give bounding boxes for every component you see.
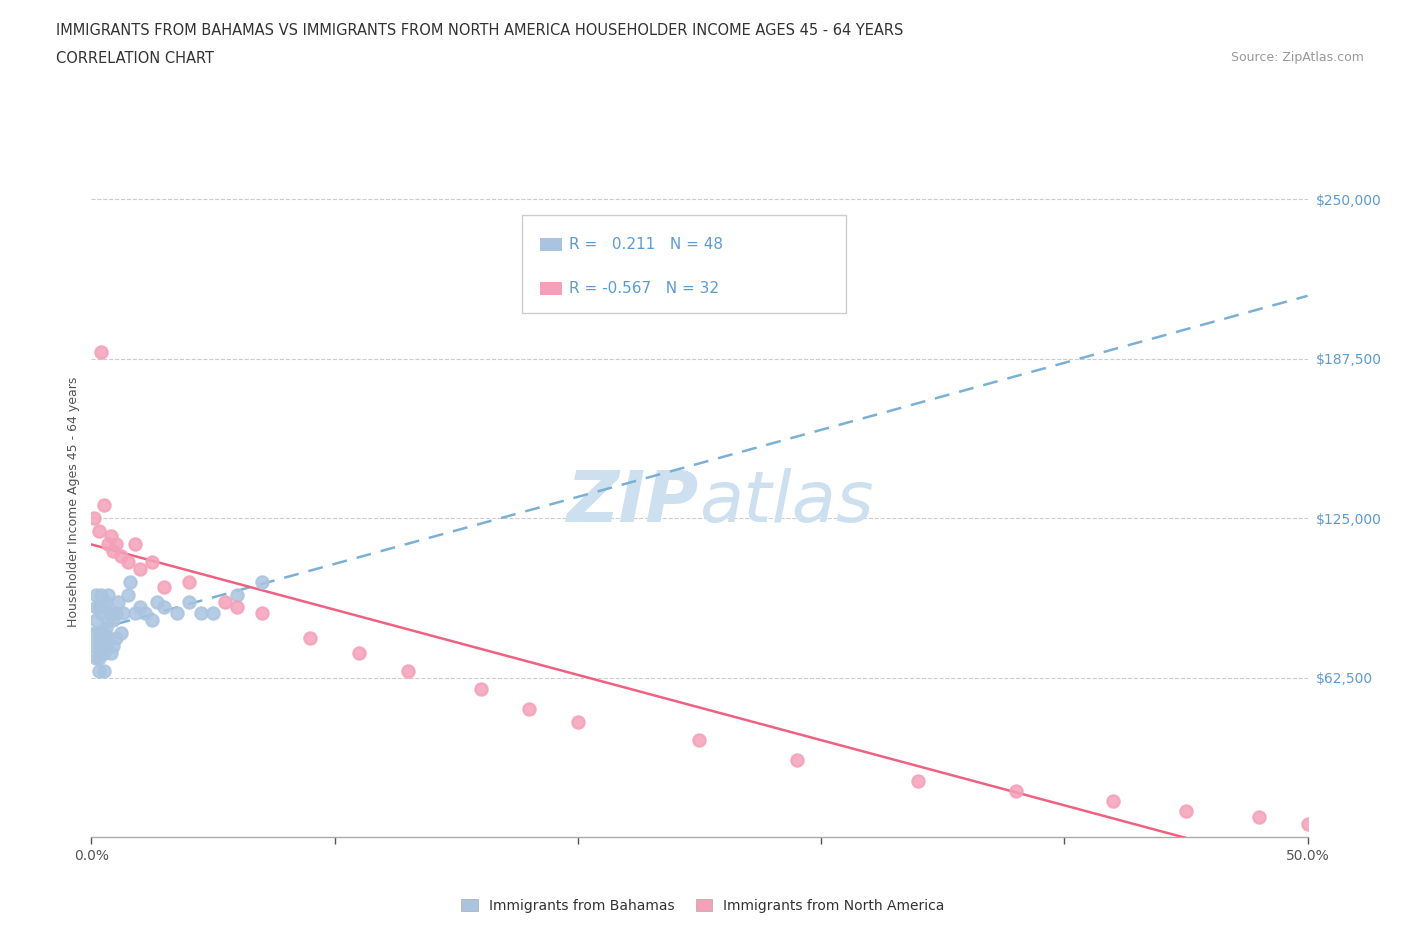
Point (250, 605, 273, 620)
Point (83, 638, 105, 653)
Point (124, 605, 146, 620)
Point (84, 651, 107, 666)
Point (87, 600, 110, 615)
Point (97, 537, 120, 551)
Point (153, 579, 176, 594)
Point (907, 774, 929, 789)
Point (90, 638, 112, 653)
Point (94, 638, 117, 653)
Point (110, 626, 132, 641)
Point (1102, 794, 1125, 809)
Point (470, 682, 492, 697)
Point (103, 544, 125, 559)
Point (120, 575, 142, 590)
Point (567, 715, 589, 730)
Point (100, 646, 122, 661)
Point (104, 537, 127, 551)
Point (250, 575, 273, 590)
Point (87, 524, 110, 538)
Point (90, 587, 112, 602)
Text: R =   0.211   N = 48: R = 0.211 N = 48 (568, 237, 723, 252)
Point (226, 587, 249, 602)
Point (97, 631, 120, 645)
Point (141, 554, 163, 569)
Point (214, 595, 236, 610)
Text: atlas: atlas (699, 468, 875, 537)
Text: IMMIGRANTS FROM BAHAMAS VS IMMIGRANTS FROM NORTH AMERICA HOUSEHOLDER INCOME AGES: IMMIGRANTS FROM BAHAMAS VS IMMIGRANTS FR… (56, 23, 904, 38)
Point (347, 646, 370, 661)
Point (94, 620, 117, 635)
Point (107, 595, 129, 610)
Y-axis label: Householder Income Ages 45 - 64 years: Householder Income Ages 45 - 64 years (67, 377, 80, 628)
Point (100, 605, 122, 620)
Point (153, 600, 176, 615)
Point (129, 562, 152, 577)
Point (93, 626, 115, 641)
Point (124, 537, 146, 551)
Point (202, 605, 225, 620)
Point (129, 600, 152, 615)
Point (84, 587, 107, 602)
Legend: Immigrants from Bahamas, Immigrants from North America: Immigrants from Bahamas, Immigrants from… (456, 894, 950, 919)
Point (117, 587, 139, 602)
Point (146, 595, 169, 610)
Point (177, 595, 200, 610)
Point (517, 702, 540, 717)
Point (93, 646, 115, 661)
Point (93, 664, 115, 679)
Point (103, 613, 125, 628)
Point (87, 651, 110, 666)
Point (786, 753, 808, 768)
Point (111, 605, 134, 620)
Point (190, 605, 212, 620)
Point (83, 511, 105, 525)
Point (84, 613, 107, 628)
Text: Source: ZipAtlas.com: Source: ZipAtlas.com (1230, 51, 1364, 64)
Point (688, 733, 710, 748)
Point (87, 626, 110, 641)
Point (87, 664, 110, 679)
Point (1175, 804, 1198, 819)
Point (87, 638, 110, 653)
Point (100, 528, 122, 543)
Point (1004, 784, 1026, 799)
Point (141, 613, 163, 628)
Point (104, 605, 127, 620)
Point (84, 600, 107, 615)
Point (83, 626, 105, 641)
Point (226, 600, 249, 615)
Text: ZIP: ZIP (567, 468, 699, 537)
Point (97, 587, 120, 602)
Point (1247, 809, 1270, 824)
Point (396, 664, 419, 679)
Point (177, 575, 200, 590)
Point (117, 554, 139, 569)
Point (94, 595, 117, 610)
Point (90, 605, 112, 620)
Point (97, 613, 120, 628)
Point (90, 626, 112, 641)
Point (299, 631, 322, 645)
Text: CORRELATION CHART: CORRELATION CHART (56, 51, 214, 66)
Point (103, 638, 125, 653)
Point (134, 605, 156, 620)
Point (93, 498, 115, 512)
Point (1296, 817, 1319, 831)
Point (110, 549, 132, 564)
Point (166, 605, 188, 620)
Text: R = -0.567   N = 32: R = -0.567 N = 32 (568, 281, 718, 296)
Point (93, 600, 115, 615)
Point (104, 631, 127, 645)
Point (90, 345, 112, 360)
